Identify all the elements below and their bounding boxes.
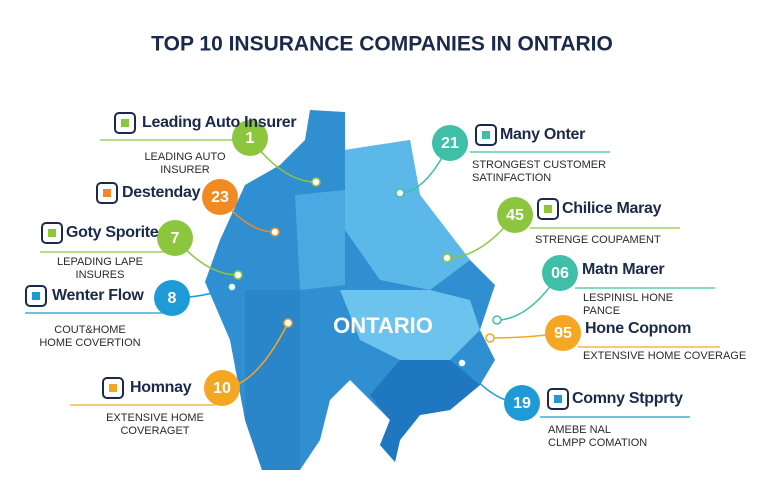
map-pin — [233, 270, 243, 280]
rank-number: 1 — [246, 130, 255, 147]
number-badge — [232, 120, 268, 156]
company-name: Wenter Flow — [52, 287, 144, 304]
company-description: LEADING AUTO — [144, 151, 226, 163]
company-description: INSURER — [160, 164, 210, 176]
number-badge — [545, 315, 581, 351]
company-icon-mark — [554, 395, 562, 403]
map-pin — [457, 358, 467, 368]
company-description: STRONGEST CUSTOMER — [472, 159, 606, 171]
company-icon-mark — [48, 229, 56, 237]
rank-number: 7 — [171, 230, 180, 247]
number-badge — [504, 385, 540, 421]
region — [295, 190, 345, 290]
map-pin — [395, 188, 405, 198]
company-name: Hone Copnom — [585, 320, 691, 337]
region — [340, 290, 480, 360]
map — [205, 110, 495, 470]
number-badge — [204, 370, 240, 406]
company-name: Comny Stpprty — [572, 390, 683, 407]
map-pin — [283, 318, 293, 328]
company-name: Homnay — [130, 379, 192, 396]
company-description: STRENGE COUPAMENT — [535, 234, 661, 246]
map-pin — [492, 315, 502, 325]
number-badge — [157, 220, 193, 256]
rank-number: 95 — [554, 325, 572, 342]
region — [345, 140, 470, 290]
company-description: AMEBE NAL — [548, 424, 611, 436]
rank-number: 8 — [168, 290, 177, 307]
company-icon-mark — [482, 131, 490, 139]
company-name: Many Onter — [500, 126, 585, 143]
title: TOP 10 INSURANCE COMPANIES IN ONTARIO — [151, 33, 613, 56]
number-badge — [202, 179, 238, 215]
region — [245, 290, 300, 470]
company-icon-mark — [544, 205, 552, 213]
rank-number: 23 — [211, 189, 229, 206]
rank-number: 06 — [551, 265, 569, 282]
rank-number: 19 — [513, 395, 531, 412]
map-pin — [227, 282, 237, 292]
map-pin — [442, 253, 452, 263]
company-description: CLMPP COMATION — [548, 437, 647, 449]
company-name: Matn Marer — [582, 261, 664, 278]
map-pin — [485, 333, 495, 343]
company-description: LESPINISL HONE — [583, 292, 673, 304]
region — [370, 360, 480, 462]
number-badge — [497, 197, 533, 233]
company-description: HOME COVERTION — [39, 337, 140, 349]
company-description: EXTENSIVE HOME COVERAGE — [583, 350, 746, 362]
rank-number: 45 — [506, 207, 524, 224]
company-description: LEPADING LAPE — [57, 256, 143, 268]
company-icon-mark — [121, 119, 129, 127]
company-name: Leading Auto Insurer — [142, 114, 296, 131]
company-name: Goty Sporite — [66, 224, 159, 241]
number-badge — [154, 280, 190, 316]
company-icon-mark — [109, 384, 117, 392]
company-description: COVERAGET — [120, 425, 189, 437]
company-icon-mark — [32, 292, 40, 300]
company-name: Chilice Maray — [562, 200, 662, 217]
number-badge — [542, 255, 578, 291]
company-description: SATINFACTION — [472, 172, 551, 184]
company-name: Destenday — [122, 184, 201, 201]
map-pin — [270, 227, 280, 237]
map-pin — [311, 177, 321, 187]
company-description: PANCE — [583, 305, 620, 317]
company-icon-mark — [103, 189, 111, 197]
rank-number: 21 — [441, 135, 459, 152]
company-description: COUT&HOME — [54, 324, 126, 336]
map-label: ONTARIO — [333, 313, 433, 338]
company-description: EXTENSIVE HOME — [106, 412, 204, 424]
number-badge — [432, 125, 468, 161]
company-description: INSURES — [76, 269, 125, 281]
rank-number: 10 — [213, 380, 231, 397]
